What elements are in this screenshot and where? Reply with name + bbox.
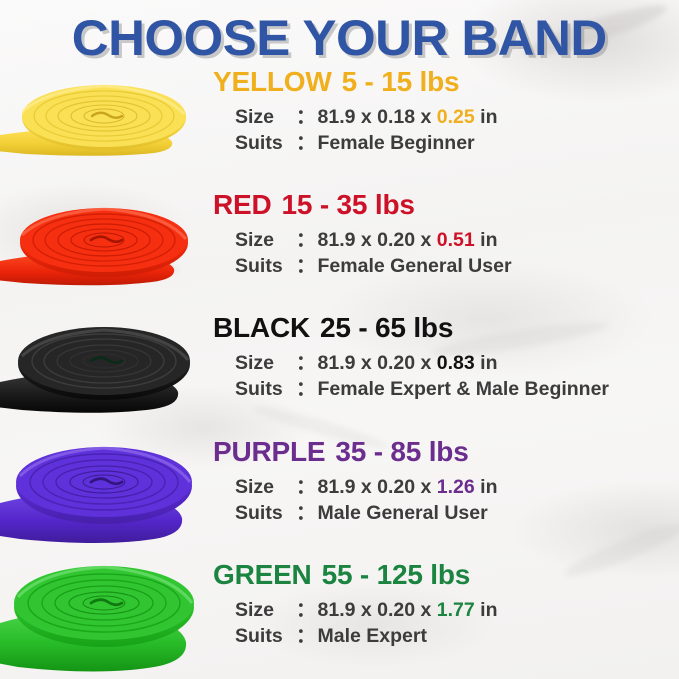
colon-glyph: ： [296, 131, 316, 154]
colon-glyph: ： [296, 229, 316, 251]
size-label: Size [235, 476, 275, 498]
page-title: CHOOSE YOUR BAND [72, 10, 607, 66]
colon-glyph: ： [296, 476, 316, 498]
size-prefix: 81.9 x 0.20 x [317, 599, 432, 621]
purple-band-coil-svg [0, 446, 192, 543]
band-size-line-black: Size ： 81.9 x 0.20 x 0.83 in [235, 351, 677, 377]
colon-glyph: ： [296, 377, 316, 400]
band-text-yellow: YELLOW 5 - 15 lbs Size ： 81.9 x 0.18 x 0.25… [213, 66, 677, 186]
band-size-line-purple: Size ： 81.9 x 0.20 x 1.26 in [235, 475, 677, 501]
thickness-value: 1.77 [436, 599, 475, 621]
band-size-line-yellow: Size ： 81.9 x 0.18 x 0.25 in [235, 105, 677, 131]
colon-glyph: ： [296, 624, 316, 647]
band-text-black: BLACK 25 - 65 lbs Size ： 81.9 x 0.20 x 0.83… [213, 312, 677, 432]
band-name: PURPLE [213, 436, 326, 467]
band-headline-purple: PURPLE 35 - 85 lbs [213, 436, 677, 466]
title-container: CHOOSE YOUR BAND [0, 8, 679, 68]
band-row-yellow: YELLOW 5 - 15 lbs Size ： 81.9 x 0.18 x 0.25… [0, 66, 679, 186]
colon-glyph: ： [296, 254, 316, 277]
unit-label: in [480, 352, 498, 374]
band-weight: 15 - 35 lbs [281, 189, 415, 220]
band-name: BLACK [213, 312, 310, 343]
suits-label: Suits [235, 254, 283, 277]
suits-value: Female Beginner [317, 131, 475, 154]
band-image-purple [0, 436, 201, 556]
band-headline-black: BLACK 25 - 65 lbs [213, 312, 677, 342]
band-headline-green: GREEN 55 - 125 lbs [213, 559, 677, 589]
unit-label: in [480, 106, 498, 128]
band-image-yellow [0, 66, 201, 186]
band-image-red [0, 189, 201, 309]
colon-glyph: ： [296, 599, 316, 621]
suits-label: Suits [235, 377, 283, 400]
size-prefix: 81.9 x 0.20 x [317, 476, 432, 498]
thickness-value: 0.51 [436, 229, 475, 251]
band-name: GREEN [213, 559, 312, 590]
size-label: Size [235, 352, 275, 374]
thickness-value: 1.26 [436, 476, 475, 498]
band-size-line-green: Size ： 81.9 x 0.20 x 1.77 in [235, 598, 677, 624]
size-label: Size [235, 599, 275, 621]
black-band-coil-svg [0, 327, 190, 413]
band-row-black: BLACK 25 - 65 lbs Size ： 81.9 x 0.20 x 0.83… [0, 312, 679, 432]
suits-value: Female General User [317, 254, 512, 277]
suits-value: Male General User [317, 501, 488, 524]
size-prefix: 81.9 x 0.20 x [317, 352, 432, 374]
band-text-purple: PURPLE 35 - 85 lbs Size ： 81.9 x 0.20 x 1.2… [213, 436, 677, 556]
unit-label: in [480, 599, 498, 621]
band-suits-line-red: Suits ： Female General User [235, 254, 677, 280]
colon-glyph: ： [296, 352, 316, 374]
band-suits-line-green: Suits ： Male Expert [235, 624, 677, 650]
band-image-green [0, 559, 201, 679]
band-text-red: RED 15 - 35 lbs Size ： 81.9 x 0.20 x 0.51 i… [213, 189, 677, 309]
colon-glyph: ： [296, 106, 316, 128]
unit-label: in [480, 476, 498, 498]
band-row-purple: PURPLE 35 - 85 lbs Size ： 81.9 x 0.20 x 1.2… [0, 436, 679, 556]
size-label: Size [235, 106, 275, 128]
band-name: RED [213, 189, 272, 220]
band-weight: 25 - 65 lbs [320, 312, 454, 343]
size-prefix: 81.9 x 0.20 x [317, 229, 432, 251]
green-band-coil-svg [0, 565, 194, 672]
size-label: Size [235, 229, 275, 251]
band-name: YELLOW [213, 66, 332, 97]
band-headline-red: RED 15 - 35 lbs [213, 189, 677, 219]
band-headline-yellow: YELLOW 5 - 15 lbs [213, 66, 677, 96]
band-text-green: GREEN 55 - 125 lbs Size ： 81.9 x 0.20 x 1.7… [213, 559, 677, 679]
thickness-value: 0.83 [436, 352, 475, 374]
yellow-band-coil-svg [0, 84, 186, 156]
band-row-green: GREEN 55 - 125 lbs Size ： 81.9 x 0.20 x 1.7… [0, 559, 679, 679]
suits-label: Suits [235, 624, 283, 647]
band-weight: 55 - 125 lbs [321, 559, 471, 590]
suits-label: Suits [235, 131, 283, 154]
suits-value: Female Expert & Male Beginner [317, 377, 610, 400]
band-size-line-red: Size ： 81.9 x 0.20 x 0.51 in [235, 228, 677, 254]
suits-label: Suits [235, 501, 283, 524]
band-suits-line-yellow: Suits ： Female Beginner [235, 131, 677, 157]
colon-glyph: ： [296, 501, 316, 524]
band-weight: 35 - 85 lbs [335, 436, 469, 467]
band-suits-line-purple: Suits ： Male General User [235, 501, 677, 527]
size-prefix: 81.9 x 0.18 x [317, 106, 432, 128]
suits-value: Male Expert [317, 624, 427, 647]
red-band-coil-svg [0, 207, 188, 286]
band-suits-line-black: Suits ： Female Expert & Male Beginner [235, 377, 677, 403]
band-weight: 5 - 15 lbs [341, 66, 460, 97]
thickness-value: 0.25 [436, 106, 475, 128]
band-row-red: RED 15 - 35 lbs Size ： 81.9 x 0.20 x 0.51 i… [0, 189, 679, 309]
unit-label: in [480, 229, 498, 251]
band-image-black [0, 312, 201, 432]
